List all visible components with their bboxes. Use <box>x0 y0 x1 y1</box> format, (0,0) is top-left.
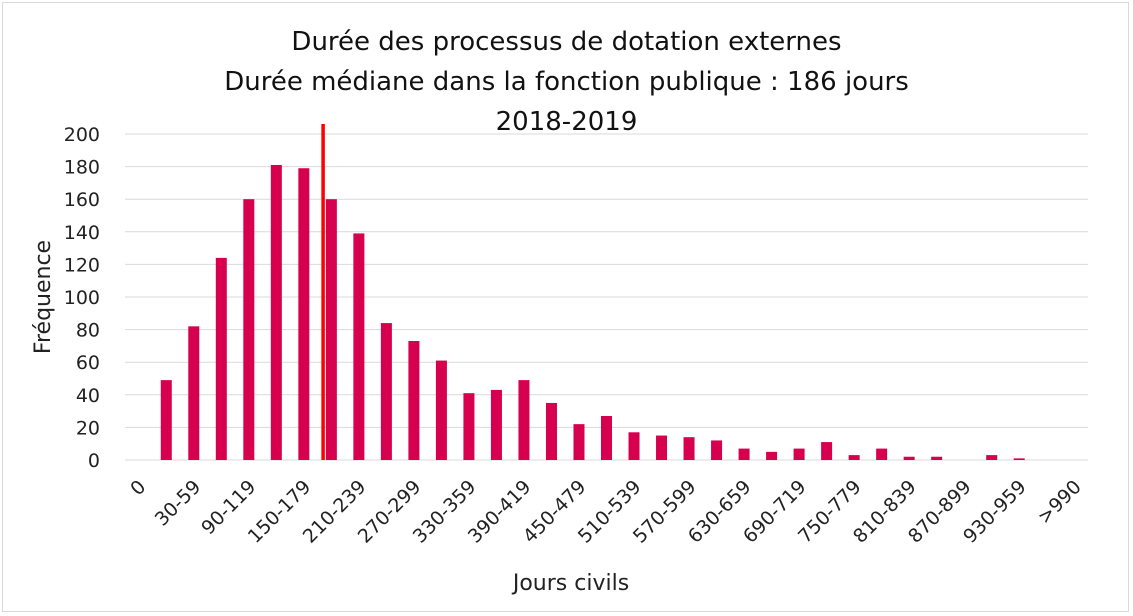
bar <box>628 432 640 460</box>
bar <box>215 257 227 460</box>
bar <box>325 199 337 460</box>
chart-title-block: Durée des processus de dotation externes… <box>0 22 1133 142</box>
bar <box>766 451 778 460</box>
chart-title: Durée des processus de dotation externes <box>291 27 842 57</box>
y-tick-label: 100 <box>64 287 100 309</box>
bar <box>821 442 833 460</box>
y-axis-label: Fréquence <box>31 240 56 354</box>
bar <box>408 341 420 460</box>
chart-subtitle: Durée médiane dans la fonction publique … <box>224 67 909 97</box>
y-tick-label: 0 <box>88 450 100 472</box>
bar <box>188 326 200 460</box>
y-axis-ticks: 0 20 40 60 80 100 120 140 160 180 200 <box>64 124 100 472</box>
bar <box>435 360 447 460</box>
bar <box>601 415 612 460</box>
y-tick-label: 200 <box>64 124 100 146</box>
bar <box>545 402 557 460</box>
bar <box>243 199 255 460</box>
bar <box>876 448 888 460</box>
x-axis-ticks: 0 30-5990-119150-179210-239270-299330-359… <box>126 476 1086 548</box>
x-tick-label: >990 <box>1033 476 1085 528</box>
bar-series <box>160 164 1025 461</box>
x-axis-label: Jours civils <box>511 571 629 596</box>
bar <box>270 164 282 460</box>
bar <box>711 440 723 460</box>
bar <box>380 323 392 460</box>
y-tick-label: 80 <box>76 320 100 342</box>
y-tick-label: 20 <box>76 417 100 439</box>
bar <box>903 456 915 460</box>
y-tick-label: 140 <box>64 222 100 244</box>
bar <box>683 437 695 460</box>
bar <box>298 168 310 461</box>
y-tick-label: 160 <box>64 189 100 211</box>
y-tick-label: 40 <box>76 385 100 407</box>
bar <box>848 455 860 460</box>
y-tick-label: 60 <box>76 352 100 374</box>
y-tick-label: 180 <box>64 157 100 179</box>
bar <box>986 455 998 460</box>
bar <box>793 448 805 460</box>
bar <box>463 393 475 460</box>
bar <box>738 448 750 460</box>
bar <box>1013 458 1025 460</box>
chart-year: 2018-2019 <box>495 107 638 137</box>
bar <box>353 233 365 460</box>
bar <box>160 380 172 460</box>
y-tick-label: 120 <box>64 254 100 276</box>
bar <box>573 424 585 460</box>
x-tick-label: 0 <box>126 476 150 500</box>
bar <box>490 389 502 460</box>
bar <box>518 380 530 460</box>
bar <box>931 456 943 460</box>
bar <box>656 435 668 460</box>
grid-lines <box>125 133 1088 461</box>
